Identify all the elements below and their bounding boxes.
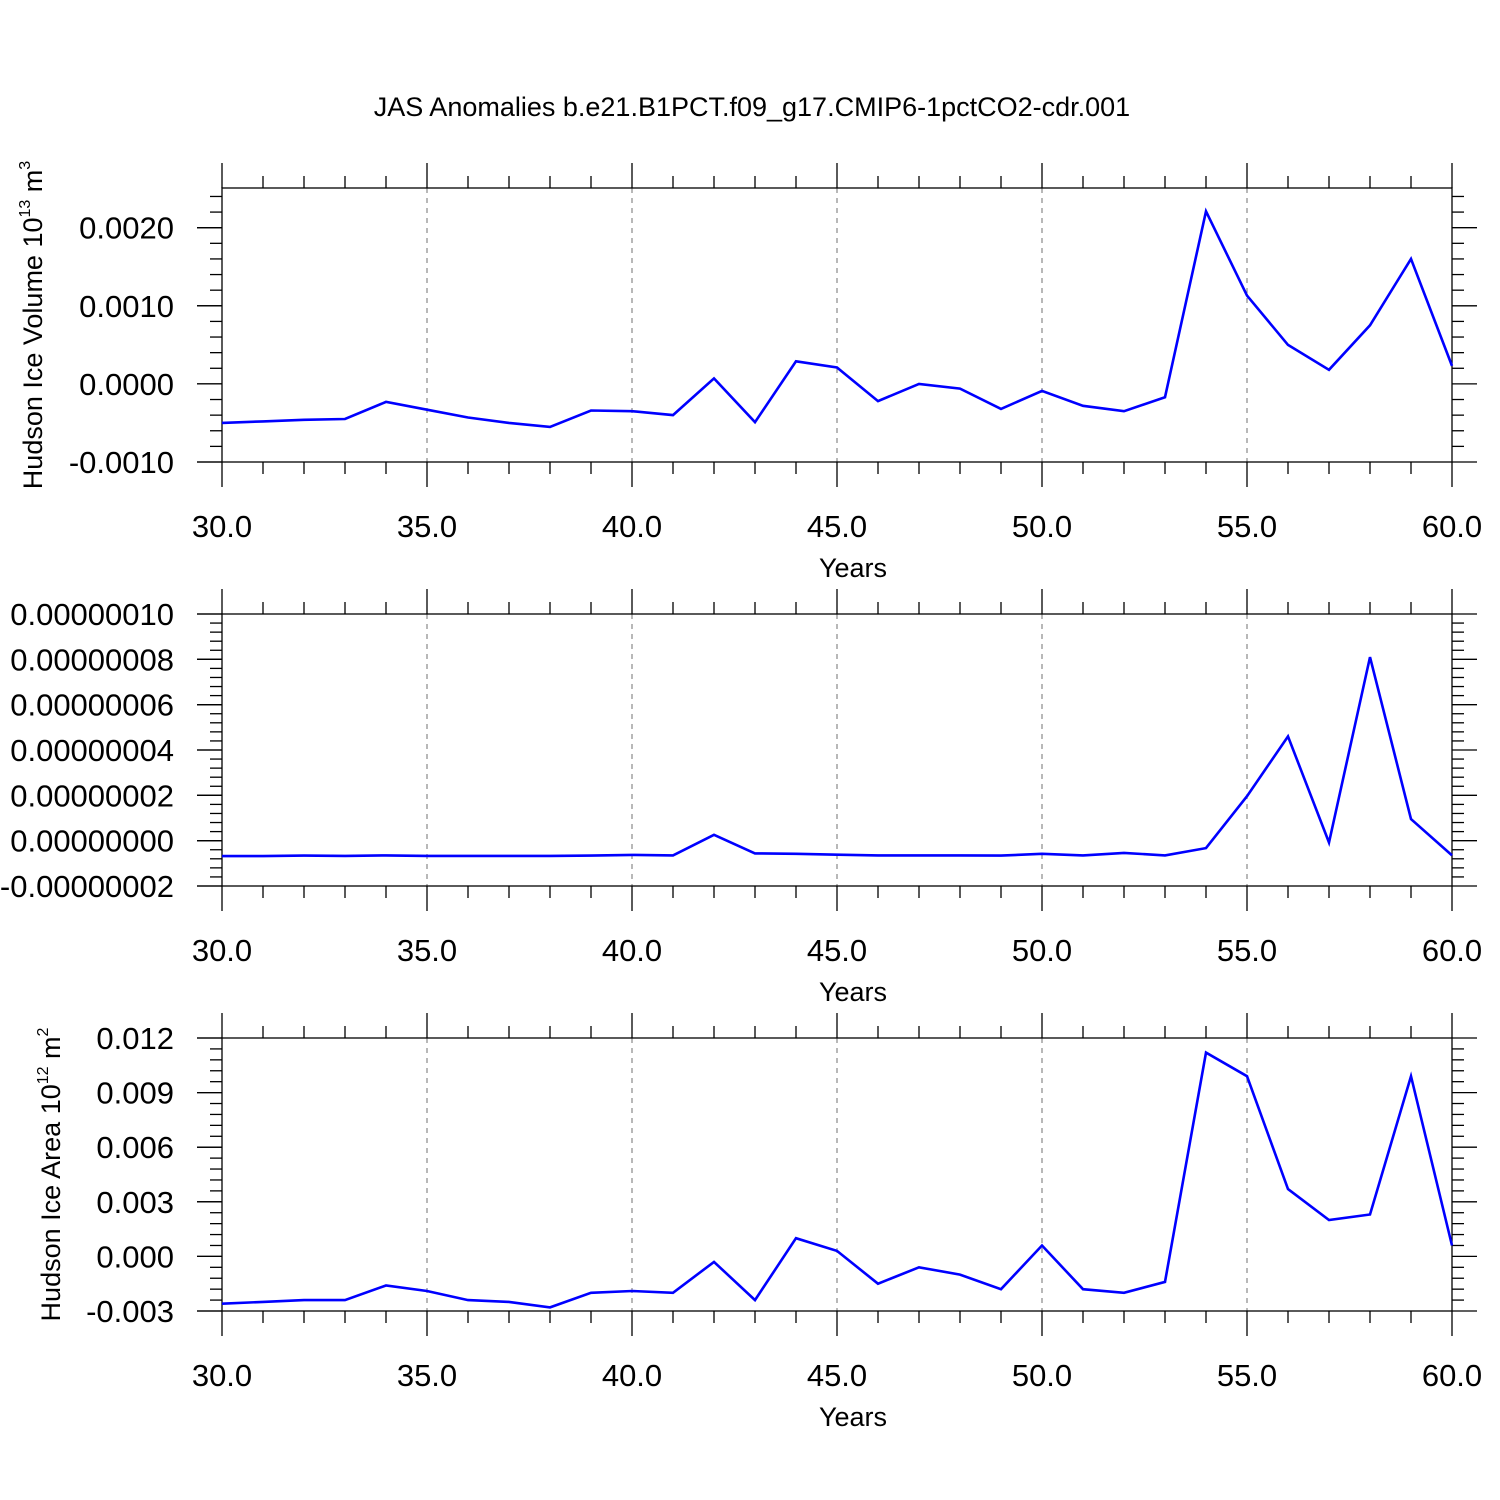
y-tick-label: 0.012 (96, 1021, 174, 1056)
y-tick-label: 0.0020 (79, 211, 174, 246)
x-tick-label: 55.0 (1217, 933, 1277, 968)
y-tick-label: -0.0010 (69, 445, 174, 480)
y-tick-label: 0.000 (96, 1239, 174, 1274)
panel-1: 30.0 35.0 40.0 45.0 50.0 55.0 60.0 -0.0010 0.000… (17, 161, 1482, 583)
x-tick-label: 50.0 (1012, 1358, 1072, 1393)
y-axis-title-text: Hudson Ice Area 10 (36, 1084, 66, 1321)
x-tick-label: 40.0 (602, 1358, 662, 1393)
x-tick-label: 35.0 (397, 509, 457, 544)
x-tick-label: 30.0 (192, 1358, 252, 1393)
y-axis-title: Hudson Ice Area 1012 m2 (35, 1027, 66, 1321)
y-axis-title-text: m (36, 1036, 66, 1066)
y-tick-label: 0.00000004 (10, 733, 174, 768)
x-tick-label: 40.0 (602, 933, 662, 968)
x-tick-label: 35.0 (397, 1358, 457, 1393)
x-tick-label: 55.0 (1217, 509, 1277, 544)
y-axis-title-exponent: 12 (35, 1066, 52, 1084)
series-line (221, 1050, 1454, 1309)
y-tick-label: -0.00000002 (0, 869, 174, 904)
y-tick-label: 0.00000008 (10, 642, 174, 677)
x-tick-label: 45.0 (807, 509, 867, 544)
y-tick-label: 0.006 (96, 1130, 174, 1165)
y-tick-label: 0.003 (96, 1185, 174, 1220)
y-tick-label: 0.0000 (79, 367, 174, 402)
x-tick-label: 50.0 (1012, 509, 1072, 544)
x-tick-label: 30.0 (192, 509, 252, 544)
y-tick-label: 0.009 (96, 1076, 174, 1111)
panel-2: 30.0 35.0 40.0 45.0 50.0 55.0 60.0 -0.00000002 0… (0, 589, 1482, 1007)
series-line (222, 656, 1453, 858)
x-axis-title: Years (819, 977, 887, 1007)
y-tick-label: -0.003 (86, 1294, 174, 1329)
y-axis-title-exponent: 2 (35, 1027, 52, 1036)
y-tick-label: 0.0010 (79, 289, 174, 324)
x-axis-title: Years (819, 1402, 887, 1432)
x-tick-label: 30.0 (192, 933, 252, 968)
x-tick-label: 50.0 (1012, 933, 1072, 968)
x-axis-title: Years (819, 553, 887, 583)
y-tick-label: 0.00000006 (10, 688, 174, 723)
y-axis-title-text: m (18, 170, 48, 200)
y-axis-title: Hudson Ice Volume 1013 m3 (17, 161, 48, 489)
panel-3: 30.0 35.0 40.0 45.0 50.0 55.0 60.0 -0.003 0.000 0… (35, 1013, 1482, 1432)
x-tick-label: 45.0 (807, 933, 867, 968)
y-axis-title-exponent: 13 (17, 200, 34, 218)
y-tick-label: 0.00000000 (10, 824, 174, 859)
x-tick-label: 45.0 (807, 1358, 867, 1393)
x-tick-label: 55.0 (1217, 1358, 1277, 1393)
x-tick-label: 35.0 (397, 933, 457, 968)
y-tick-label: 0.00000002 (10, 778, 174, 813)
y-axis-title-text: Hudson Ice Volume 10 (18, 218, 48, 490)
y-tick-label: 0.00000010 (10, 597, 174, 632)
x-tick-label: 60.0 (1422, 509, 1482, 544)
x-tick-label: 40.0 (602, 509, 662, 544)
chart-title: JAS Anomalies b.e21.B1PCT.f09_g17.CMIP6-… (374, 92, 1130, 122)
x-tick-label: 60.0 (1422, 933, 1482, 968)
x-tick-label: 60.0 (1422, 1358, 1482, 1393)
y-axis-title-exponent: 3 (17, 161, 34, 170)
